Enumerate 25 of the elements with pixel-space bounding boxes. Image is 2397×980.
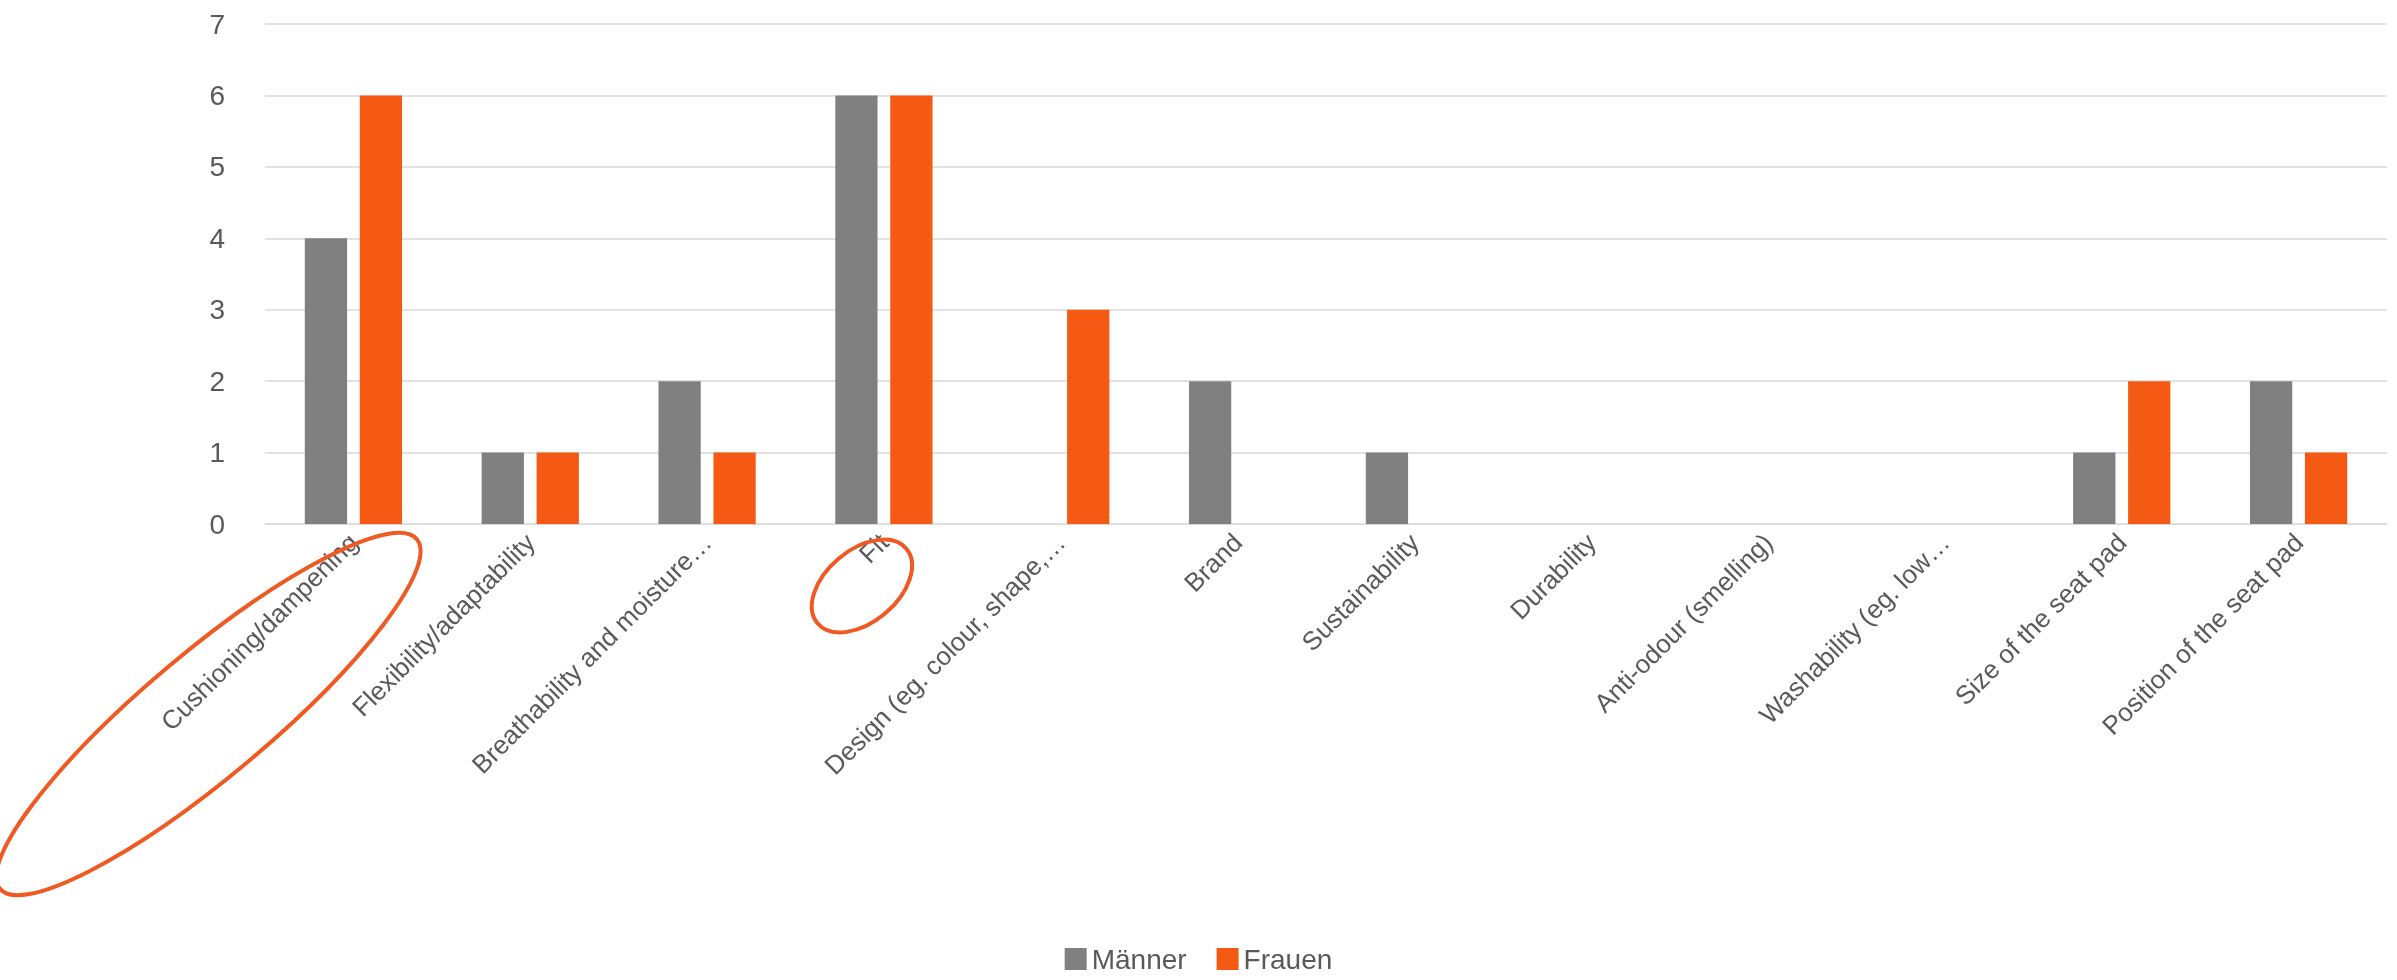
legend-label: Männer (1091, 943, 1187, 975)
bar (2128, 381, 2171, 524)
bar (713, 452, 756, 524)
bar (2304, 452, 2348, 524)
bar (1365, 452, 1409, 524)
bar (835, 95, 878, 524)
y-tick-label: 6 (209, 79, 225, 111)
bar (890, 95, 933, 524)
y-tick-label: 7 (209, 8, 225, 40)
bar (658, 381, 701, 524)
y-tick-label: 3 (209, 294, 225, 326)
bar (2073, 452, 2116, 524)
bar (536, 452, 579, 524)
y-tick-label: 1 (209, 437, 225, 469)
y-tick-label: 2 (209, 365, 225, 397)
bar (304, 238, 348, 524)
bar (2249, 381, 2293, 524)
legend-label: Frauen (1243, 943, 1333, 975)
y-tick-label: 0 (209, 508, 225, 540)
bar (1188, 381, 1232, 524)
bar (481, 452, 524, 524)
bar (359, 95, 403, 524)
y-tick-label: 5 (209, 151, 225, 183)
y-tick-label: 4 (209, 222, 225, 254)
bar (1067, 309, 1110, 524)
